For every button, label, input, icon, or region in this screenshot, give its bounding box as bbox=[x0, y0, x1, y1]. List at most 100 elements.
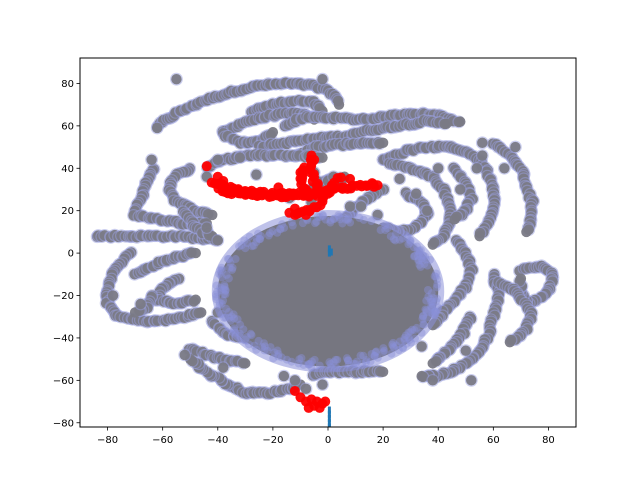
central-cluster-edge-point bbox=[419, 320, 428, 329]
central-cluster-edge-point bbox=[212, 281, 221, 290]
central-cluster-edge-point bbox=[244, 340, 253, 349]
gray-point bbox=[416, 341, 427, 352]
central-cluster-edge-point bbox=[220, 290, 228, 299]
central-cluster-edge-point bbox=[222, 304, 231, 313]
central-cluster-edge-point bbox=[422, 296, 431, 305]
central-cluster-edge-point bbox=[433, 275, 442, 284]
central-cluster-edge-point bbox=[224, 255, 233, 264]
central-cluster-edge-point bbox=[391, 230, 400, 239]
central-cluster-edge-point bbox=[405, 236, 414, 245]
central-cluster-edge-point bbox=[217, 263, 226, 272]
central-cluster-edge-point bbox=[226, 316, 235, 325]
central-cluster-edge-point bbox=[230, 314, 239, 323]
gray-series bbox=[90, 72, 560, 401]
central-cluster-edge-point bbox=[240, 236, 249, 245]
central-cluster-edge-point bbox=[294, 359, 303, 368]
x-tick-label: 80 bbox=[542, 435, 555, 446]
central-cluster-edge-point bbox=[338, 219, 347, 228]
gray-point bbox=[218, 362, 229, 373]
central-cluster-edge-point bbox=[355, 213, 364, 222]
central-cluster-edge-point bbox=[402, 339, 411, 348]
x-tick-label: −60 bbox=[152, 435, 173, 446]
central-cluster-edge-point bbox=[409, 243, 418, 252]
central-cluster-edge-point bbox=[432, 283, 441, 292]
central-cluster-edge-point bbox=[421, 305, 430, 314]
central-cluster-edge-point bbox=[243, 239, 252, 248]
red-point bbox=[201, 161, 212, 172]
central-cluster-edge-point bbox=[260, 342, 269, 351]
central-cluster-edge-point bbox=[231, 255, 240, 264]
central-cluster-edge-point bbox=[217, 309, 226, 318]
central-cluster-edge-point bbox=[430, 311, 439, 320]
gray-point bbox=[499, 163, 510, 174]
gray-point bbox=[190, 247, 201, 259]
central-cluster-edge-point bbox=[422, 308, 431, 317]
central-cluster-edge-point bbox=[221, 285, 230, 294]
gray-point bbox=[377, 366, 389, 378]
central-cluster-edge-point bbox=[326, 216, 335, 225]
gray-point bbox=[460, 345, 471, 356]
central-cluster-edge-point bbox=[217, 273, 226, 282]
central-cluster-edge-point bbox=[241, 244, 250, 253]
central-cluster-edge-point bbox=[329, 214, 338, 223]
central-cluster-edge-point bbox=[299, 360, 308, 369]
central-cluster-edge-point bbox=[389, 235, 398, 244]
central-cluster-edge-point bbox=[404, 328, 413, 337]
central-cluster-edge-point bbox=[212, 295, 221, 304]
central-cluster-edge-point bbox=[432, 269, 441, 278]
central-cluster-edge-point bbox=[356, 351, 365, 360]
central-cluster-edge-point bbox=[376, 226, 385, 235]
central-cluster-edge-point bbox=[362, 358, 371, 367]
central-cluster-edge-point bbox=[427, 289, 436, 298]
gray-point bbox=[394, 173, 405, 185]
central-cluster-edge-point bbox=[282, 355, 291, 364]
gray-point bbox=[521, 226, 532, 238]
central-cluster-edge-point bbox=[263, 346, 272, 355]
central-cluster-edge-point bbox=[321, 215, 330, 224]
central-cluster-edge-point bbox=[431, 307, 440, 316]
central-cluster-edge-point bbox=[407, 338, 416, 347]
central-cluster-edge-point bbox=[410, 252, 419, 261]
gray-point bbox=[267, 127, 279, 138]
gray-point bbox=[289, 375, 301, 386]
x-axis: −80 −60 −40 −20 0 20 40 60 80 bbox=[97, 427, 555, 446]
central-cluster-edge-point bbox=[431, 307, 440, 316]
central-cluster-edge-point bbox=[235, 329, 244, 338]
central-cluster-edge-point bbox=[249, 241, 258, 250]
central-cluster-edge-point bbox=[264, 231, 273, 240]
central-cluster-edge-point bbox=[312, 217, 321, 226]
central-cluster-edge-point bbox=[418, 251, 427, 260]
gray-point bbox=[207, 209, 218, 221]
central-cluster-edge-point bbox=[266, 343, 275, 352]
central-cluster-edge-point bbox=[398, 234, 407, 243]
central-cluster-edge-point bbox=[379, 344, 388, 353]
central-cluster-edge-point bbox=[295, 355, 304, 364]
gray-point bbox=[151, 122, 163, 134]
central-cluster-edge-point bbox=[395, 337, 404, 346]
central-cluster-edge-point bbox=[414, 255, 423, 264]
central-cluster-edge-point bbox=[311, 219, 320, 228]
central-cluster-edge-point bbox=[414, 256, 423, 265]
red-point bbox=[309, 154, 320, 165]
central-cluster-edge-point bbox=[343, 214, 352, 223]
y-tick-label: −20 bbox=[53, 291, 74, 302]
blue-marker-series bbox=[327, 245, 333, 427]
central-cluster-edge-point bbox=[428, 297, 437, 306]
central-cluster-edge-point bbox=[274, 350, 283, 358]
central-cluster-edge-point bbox=[428, 303, 437, 312]
central-cluster-edge-point bbox=[233, 315, 242, 324]
central-cluster-edge-point bbox=[426, 295, 435, 304]
central-cluster-edge-point bbox=[424, 292, 433, 301]
red-point bbox=[303, 402, 314, 413]
central-cluster-edge-point bbox=[298, 219, 307, 228]
central-cluster-edge-point bbox=[287, 357, 296, 366]
central-cluster-edge-point bbox=[237, 241, 246, 250]
gray-point bbox=[515, 273, 527, 284]
central-cluster-edge-point bbox=[352, 357, 361, 366]
central-cluster-edge-point bbox=[344, 360, 353, 369]
central-cluster-edge-point bbox=[313, 212, 322, 221]
central-cluster-edge-point bbox=[430, 308, 439, 317]
gray-point bbox=[471, 163, 482, 174]
central-cluster-edge-point bbox=[406, 238, 415, 247]
central-cluster-edge-point bbox=[399, 344, 407, 353]
